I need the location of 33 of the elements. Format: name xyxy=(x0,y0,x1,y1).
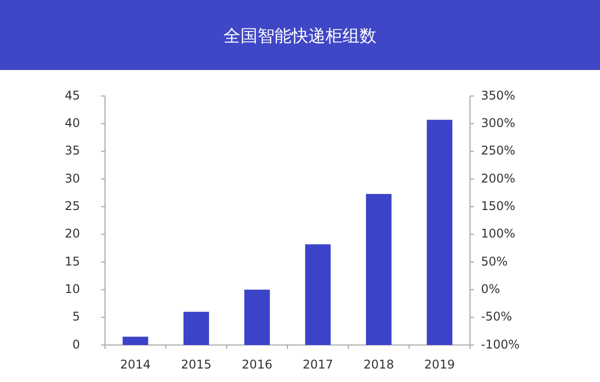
y2-tick-label: 300% xyxy=(481,116,516,130)
y2-tick-label: 350% xyxy=(481,88,516,102)
y2-tick-label: 0% xyxy=(481,282,500,296)
y-tick-label: 20 xyxy=(64,226,80,241)
y2-tick-label: 200% xyxy=(481,171,516,186)
y-tick-label: 5 xyxy=(72,310,80,324)
x-tick-label: 2019 xyxy=(424,357,455,372)
y-tick-label: 25 xyxy=(64,198,80,213)
y2-tick-label: 150% xyxy=(481,198,516,213)
y-tick-label: 0 xyxy=(72,337,80,352)
y2-tick-label: 100% xyxy=(481,226,516,241)
x-tick-label: 2015 xyxy=(180,357,212,372)
y-tick-label: 10 xyxy=(64,282,80,296)
x-tick-label: 2014 xyxy=(120,357,151,372)
y2-tick-label: -100% xyxy=(481,337,520,352)
bar xyxy=(366,194,392,345)
x-tick-label: 2018 xyxy=(363,357,394,372)
y2-tick-label: -50% xyxy=(481,310,512,324)
bar xyxy=(305,244,331,345)
x-tick-label: 2016 xyxy=(242,357,272,372)
y2-tick-label: 250% xyxy=(481,144,516,158)
y-tick-label: 35 xyxy=(64,144,80,158)
y2-tick-label: 50% xyxy=(481,254,508,268)
bar xyxy=(426,120,452,345)
y-tick-label: 40 xyxy=(64,116,80,130)
bar xyxy=(122,336,148,345)
y-tick-label: 45 xyxy=(64,88,80,102)
y-tick-label: 15 xyxy=(64,254,80,268)
x-tick-label: 2017 xyxy=(302,357,334,372)
chart-title: 全国智能快递柜组数 xyxy=(224,26,376,47)
bar xyxy=(244,290,270,345)
bar xyxy=(183,312,210,345)
y-tick-label: 30 xyxy=(64,171,80,186)
